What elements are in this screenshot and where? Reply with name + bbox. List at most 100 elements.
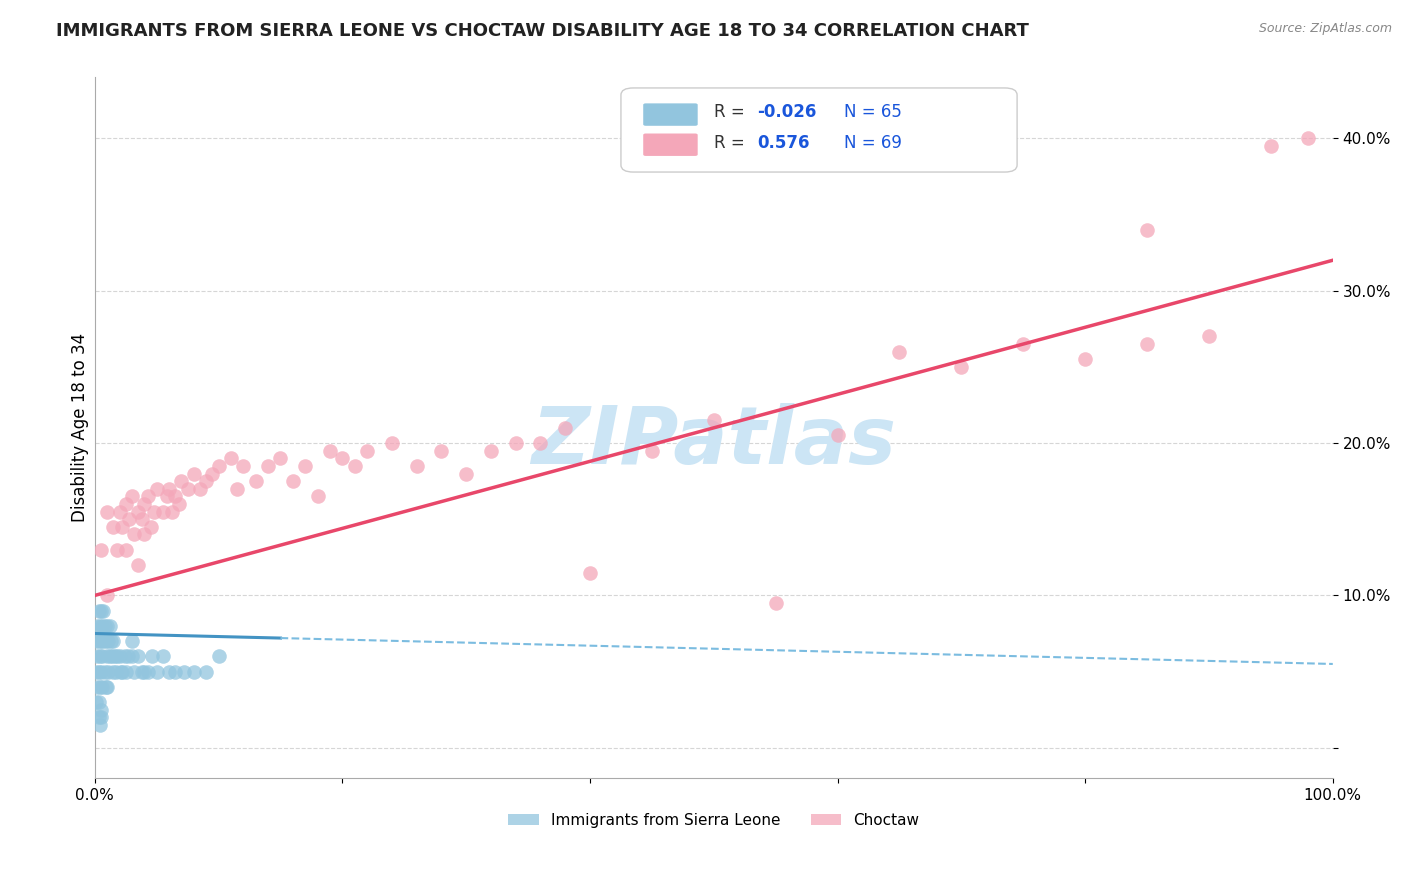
Point: [405, 458, 427, 473]
Point: [114, 497, 136, 511]
Text: N = 69: N = 69: [844, 134, 901, 152]
Point: [1136, 337, 1159, 351]
Point: [505, 436, 527, 450]
Point: [134, 527, 156, 541]
Point: [90, 703, 112, 717]
Point: [124, 665, 146, 679]
Point: [765, 596, 787, 610]
Point: [103, 665, 125, 679]
Point: [101, 649, 124, 664]
Point: [87, 710, 110, 724]
Point: [89, 619, 111, 633]
Point: [356, 443, 378, 458]
Point: [170, 474, 193, 488]
Point: [134, 665, 156, 679]
Point: [97, 634, 120, 648]
Point: [114, 649, 136, 664]
Point: [1198, 329, 1220, 343]
Point: [343, 458, 366, 473]
Point: [1136, 223, 1159, 237]
Point: [108, 505, 131, 519]
Point: [108, 649, 131, 664]
Point: [136, 489, 159, 503]
Point: [136, 665, 159, 679]
Point: [105, 542, 128, 557]
Point: [157, 482, 180, 496]
Point: [195, 474, 218, 488]
Point: [143, 505, 166, 519]
Point: [145, 482, 167, 496]
Point: [165, 489, 187, 503]
Point: [1012, 337, 1035, 351]
Point: [84, 634, 107, 648]
Point: [104, 649, 127, 664]
Point: [105, 649, 128, 664]
Point: [127, 649, 149, 664]
Text: ZIPatlas: ZIPatlas: [531, 403, 896, 481]
Text: IMMIGRANTS FROM SIERRA LEONE VS CHOCTAW DISABILITY AGE 18 TO 34 CORRELATION CHAR: IMMIGRANTS FROM SIERRA LEONE VS CHOCTAW …: [56, 22, 1029, 40]
Point: [91, 680, 114, 694]
Point: [207, 458, 229, 473]
Point: [141, 649, 163, 664]
Point: [554, 421, 576, 435]
Point: [103, 634, 125, 648]
Point: [91, 649, 114, 664]
Point: [579, 566, 602, 580]
Point: [245, 474, 267, 488]
Point: [87, 665, 110, 679]
Point: [1260, 139, 1282, 153]
Point: [110, 665, 132, 679]
Point: [145, 665, 167, 679]
Point: [155, 489, 177, 503]
Point: [104, 665, 127, 679]
Y-axis label: Disability Age 18 to 34: Disability Age 18 to 34: [72, 334, 89, 523]
Text: R =: R =: [714, 134, 745, 152]
Point: [165, 665, 187, 679]
Point: [139, 520, 162, 534]
Point: [91, 619, 114, 633]
Point: [157, 665, 180, 679]
Point: [103, 520, 125, 534]
Point: [111, 520, 134, 534]
Point: [827, 428, 849, 442]
FancyBboxPatch shape: [643, 103, 697, 126]
Point: [219, 451, 242, 466]
Point: [93, 665, 115, 679]
Point: [90, 604, 112, 618]
Point: [889, 344, 911, 359]
Point: [950, 359, 973, 374]
Point: [201, 467, 224, 481]
Point: [226, 482, 249, 496]
Point: [89, 718, 111, 732]
Text: 0.576: 0.576: [756, 134, 810, 152]
Point: [319, 443, 342, 458]
Point: [87, 604, 110, 618]
Point: [430, 443, 453, 458]
Point: [93, 604, 115, 618]
Point: [98, 619, 121, 633]
Point: [124, 527, 146, 541]
FancyBboxPatch shape: [643, 134, 697, 156]
Point: [1074, 352, 1097, 367]
Point: [96, 505, 118, 519]
Point: [84, 695, 107, 709]
Point: [381, 436, 404, 450]
Point: [111, 665, 134, 679]
Point: [160, 505, 183, 519]
Point: [98, 649, 121, 664]
Point: [96, 589, 118, 603]
Point: [121, 649, 143, 664]
Point: [479, 443, 502, 458]
Point: [121, 489, 143, 503]
Legend: Immigrants from Sierra Leone, Choctaw: Immigrants from Sierra Leone, Choctaw: [502, 806, 925, 834]
Text: R =: R =: [714, 103, 745, 121]
Point: [97, 665, 120, 679]
Point: [118, 512, 141, 526]
Point: [89, 680, 111, 694]
Point: [232, 458, 254, 473]
Point: [183, 467, 205, 481]
Point: [89, 649, 111, 664]
Point: [183, 665, 205, 679]
Point: [207, 649, 229, 664]
Point: [84, 665, 107, 679]
